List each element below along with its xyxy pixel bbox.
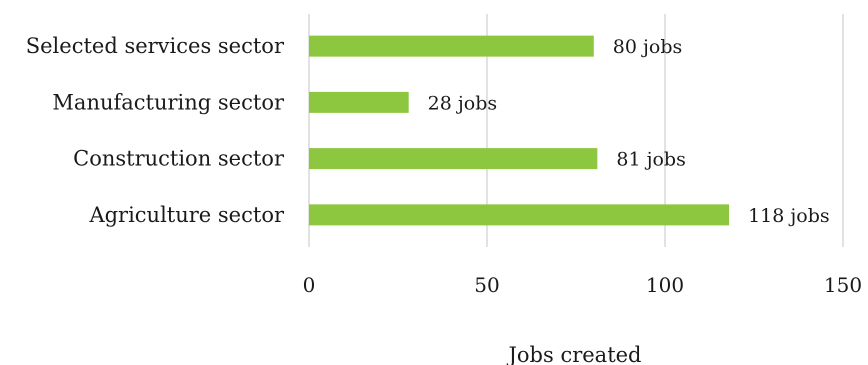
x-tick-label: 0 xyxy=(303,273,316,297)
x-tick-label: 100 xyxy=(646,273,684,297)
category-label: Selected services sector xyxy=(26,34,285,58)
x-tick-label: 50 xyxy=(474,273,499,297)
data-label: 81 jobs xyxy=(616,149,685,171)
category-label: Construction sector xyxy=(73,147,285,171)
data-label: 118 jobs xyxy=(748,205,830,227)
category-labels: Selected services sector Manufacturing se… xyxy=(26,34,285,227)
x-axis-title: Jobs created xyxy=(506,343,641,365)
category-label: Agriculture sector xyxy=(88,203,285,227)
bar xyxy=(309,204,730,226)
bar xyxy=(309,35,594,57)
bars xyxy=(309,35,730,226)
x-axis-tick-labels: 0 50 100 150 xyxy=(303,273,862,297)
x-tick-label: 150 xyxy=(824,273,862,297)
bar xyxy=(309,91,409,113)
data-label: 28 jobs xyxy=(428,92,497,114)
data-labels: 80 jobs 28 jobs 81 jobs 118 jobs xyxy=(428,36,830,227)
bar xyxy=(309,148,598,170)
data-label: 80 jobs xyxy=(613,36,682,58)
category-label: Manufacturing sector xyxy=(52,90,285,114)
